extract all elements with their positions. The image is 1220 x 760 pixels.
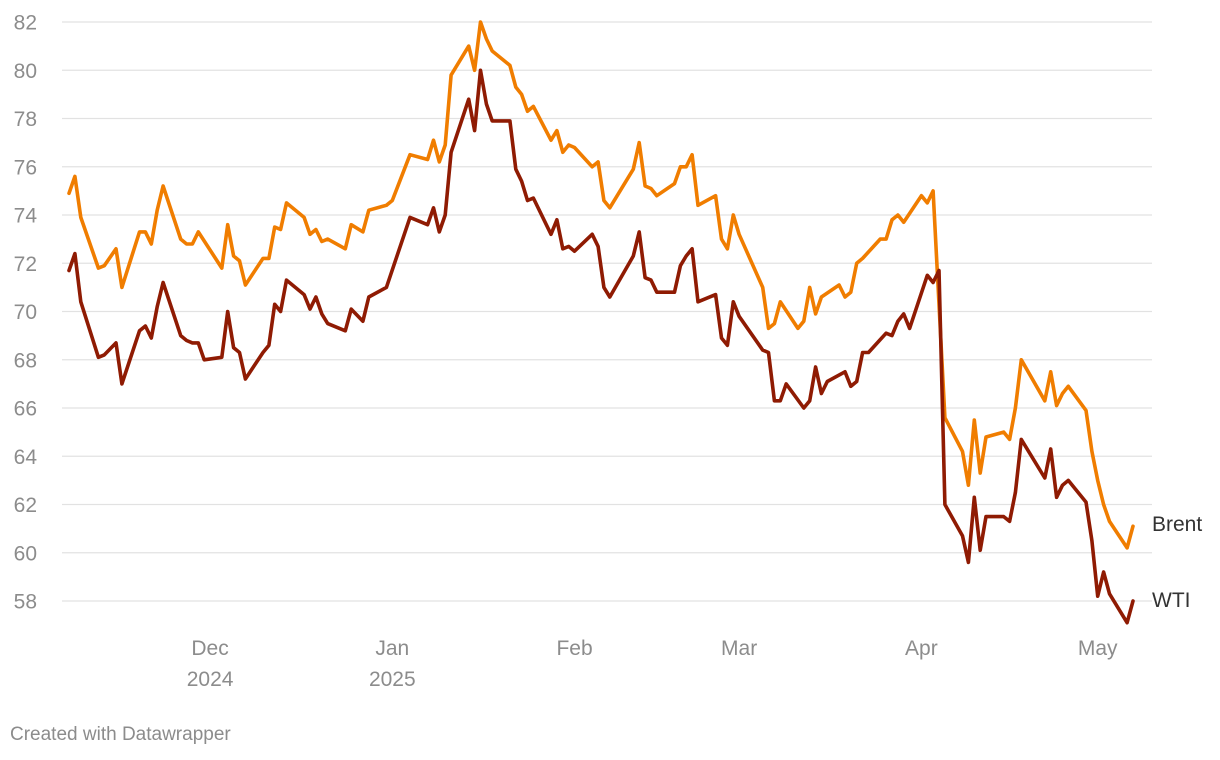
series-labels: Brent WTI [1152,513,1202,612]
y-tick-label: 68 [14,349,37,372]
y-tick-label: 74 [14,205,38,228]
y-tick-label: 70 [14,301,37,324]
series-label-brent: Brent [1152,513,1202,536]
y-tick-label: 60 [14,542,37,565]
x-tick-label: Feb [556,637,592,660]
series-lines [67,20,1135,625]
y-tick-label: 66 [14,398,37,421]
x-axis-ticks: Dec 2024 Jan 2025 Feb Mar Apr May [187,637,1118,691]
x-tick-sublabel: 2024 [187,668,234,691]
y-axis-ticks: 58 60 62 64 66 68 70 72 74 76 78 80 82 [14,12,38,614]
line-chart: 58 60 62 64 66 68 70 72 74 76 78 80 82 Dec 2024 Jan 202… [14,12,1203,692]
x-tick-label: Dec [191,637,228,660]
y-tick-label: 76 [14,156,37,179]
x-tick-sublabel: 2025 [369,668,416,691]
x-tick-label: Apr [905,637,938,660]
y-tick-label: 62 [14,494,37,517]
series-line-brent [67,20,1135,550]
x-tick-label: Jan [375,637,409,660]
x-tick-label: Mar [721,637,757,660]
credit-text: Created with Datawrapper [10,724,231,745]
y-tick-label: 82 [14,12,37,35]
y-tick-label: 72 [14,253,37,276]
y-tick-label: 78 [14,108,37,131]
series-line-wti [67,68,1135,625]
gridlines [62,21,1152,602]
y-tick-label: 64 [14,446,38,469]
x-tick-label: May [1078,637,1118,660]
y-tick-label: 80 [14,60,37,83]
series-label-wti: WTI [1152,589,1190,612]
y-tick-label: 58 [14,591,37,614]
